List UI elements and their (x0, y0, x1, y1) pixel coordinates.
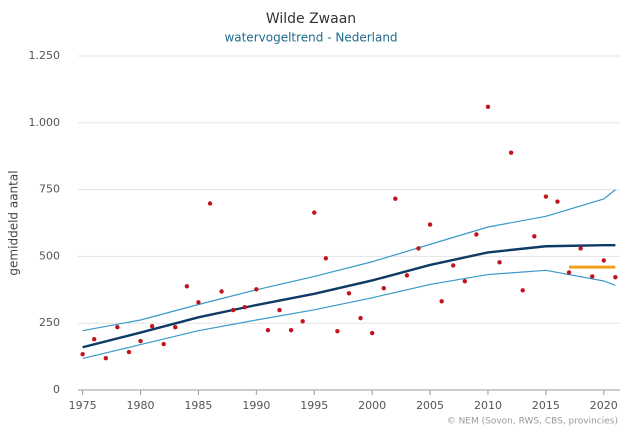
y-tick-label: 500 (39, 249, 60, 262)
data-point (555, 199, 560, 204)
x-tick-label: 2015 (532, 399, 560, 412)
data-point (369, 330, 375, 336)
y-tick-label: 0 (53, 383, 60, 396)
data-point (207, 201, 213, 206)
data-point (219, 289, 224, 294)
x-tick-label: 1985 (184, 399, 212, 412)
x-tick-label: 1975 (69, 399, 97, 412)
x-tick-label: 2020 (590, 399, 618, 412)
data-point (161, 341, 166, 347)
credit: © NEM (Sovon, RWS, CBS, provincies) (447, 417, 618, 427)
trend-line (82, 243, 616, 349)
data-point (532, 234, 537, 239)
data-point (393, 196, 398, 201)
data-point (508, 150, 514, 155)
data-point (590, 274, 595, 279)
data-point (184, 284, 190, 289)
data-point (404, 273, 410, 278)
x-tick-label: 2010 (474, 399, 502, 412)
x-tick-label: 1995 (300, 399, 328, 412)
data-point (230, 307, 236, 313)
data-point (451, 263, 456, 268)
y-tick-label: 1.250 (29, 49, 61, 62)
y-tick-label: 750 (39, 183, 60, 196)
data-point (520, 288, 525, 293)
data-point (115, 325, 120, 330)
data-point (497, 260, 502, 265)
data-point (485, 104, 491, 109)
data-point (474, 232, 479, 237)
data-point (300, 319, 305, 324)
data-point (601, 258, 606, 263)
data-point (103, 356, 108, 361)
x-tick-label: 1990 (242, 399, 270, 412)
trend-line (82, 189, 616, 332)
data-point (149, 323, 155, 329)
data-point (439, 299, 444, 304)
data-point (566, 270, 572, 275)
data-point (254, 287, 259, 292)
y-tick-label: 250 (39, 316, 60, 329)
data-point (126, 349, 132, 355)
y-tick-label: 1.000 (29, 116, 61, 129)
data-point (92, 337, 97, 342)
chart-subtitle: watervogeltrend - Nederland (224, 31, 397, 45)
data-point (613, 275, 618, 280)
data-point (80, 351, 85, 357)
data-point (358, 315, 363, 321)
data-point (335, 329, 340, 334)
data-point (265, 327, 271, 333)
x-tick-label: 2005 (416, 399, 444, 412)
data-point (277, 307, 282, 313)
data-point (578, 246, 583, 251)
data-point (543, 194, 549, 199)
data-point (323, 256, 329, 261)
x-tick-label: 1980 (127, 399, 155, 412)
data-point (312, 210, 317, 215)
chart-title: Wilde Zwaan (266, 11, 356, 27)
data-point (381, 285, 386, 291)
data-point (288, 327, 294, 333)
data-point (462, 279, 468, 284)
data-point (416, 246, 421, 251)
data-point (173, 325, 178, 330)
y-axis-label: gemiddeld aantal (7, 170, 21, 275)
data-point (196, 300, 201, 305)
data-point (346, 291, 352, 296)
trend-line (82, 269, 616, 360)
data-point (427, 222, 433, 227)
x-tick-label: 2000 (358, 399, 386, 412)
data-point (242, 304, 247, 310)
data-point (138, 338, 143, 344)
